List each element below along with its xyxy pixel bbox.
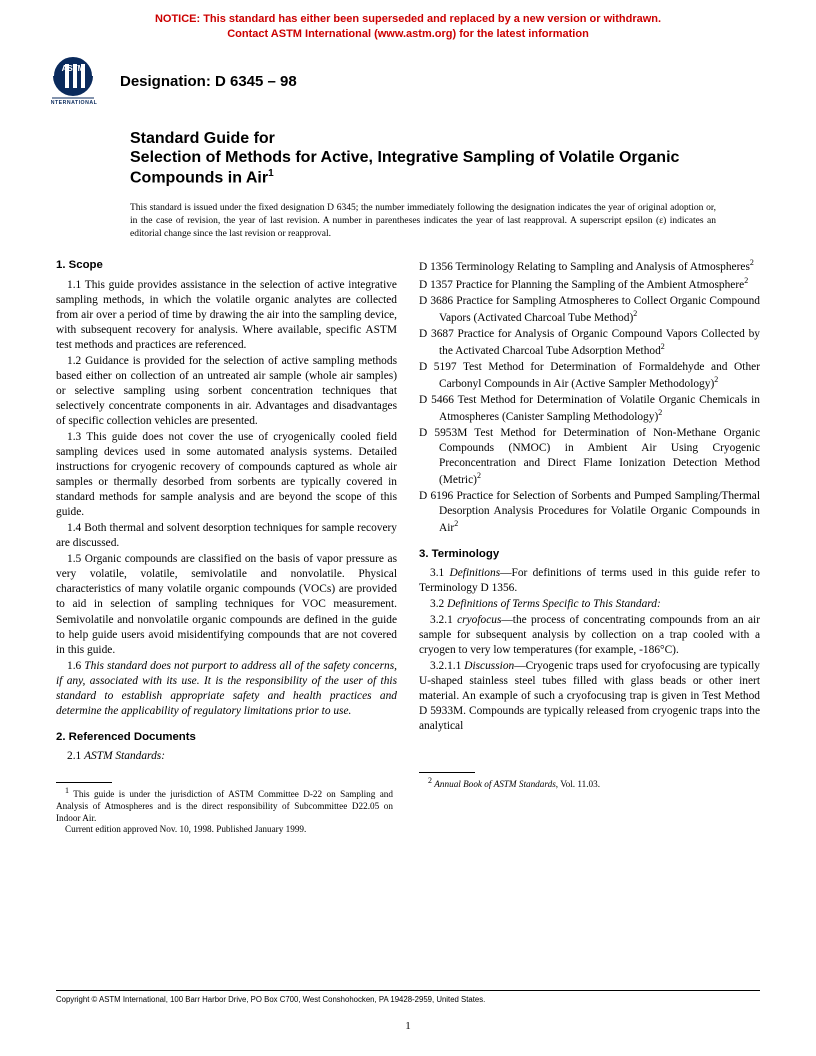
para-3-2-1-1: 3.2.1.1 Discussion—Cryogenic traps used … [419, 659, 760, 734]
para-3-2: 3.2 Definitions of Terms Specific to Thi… [419, 597, 760, 612]
ref-d3686: D 3686 Practice for Sampling Atmospheres… [419, 294, 760, 326]
para-1-3: 1.3 This guide does not cover the use of… [56, 430, 397, 520]
designation: Designation: D 6345 – 98 [120, 73, 297, 90]
ref-d5466: D 5466 Test Method for Determination of … [419, 393, 760, 425]
issue-note: This standard is issued under the fixed … [0, 194, 816, 258]
ref-d5953m: D 5953M Test Method for Determination of… [419, 426, 760, 488]
svg-text:ASTM: ASTM [62, 64, 85, 73]
refdocs-heading: 2. Referenced Documents [56, 730, 397, 745]
title-line1: Standard Guide for [130, 130, 756, 148]
page-number: 1 [0, 1020, 816, 1032]
left-column: 1. Scope 1.1 This guide provides assista… [56, 258, 397, 836]
para-1-6: 1.6 1.6 This standard does not purport t… [56, 659, 397, 719]
fn1-text: This guide is under the jurisdiction of … [56, 789, 393, 823]
para-1-5: 1.5 Organic compounds are classified on … [56, 552, 397, 657]
p21-lead: 2.1 [67, 750, 84, 762]
ref-d3687: D 3687 Practice for Analysis of Organic … [419, 327, 760, 359]
notice-line1: NOTICE: This standard has either been su… [155, 13, 661, 25]
ref-d1356: D 1356 Terminology Relating to Sampling … [419, 258, 760, 275]
para-1-2: 1.2 Guidance is provided for the selecti… [56, 354, 397, 429]
body-columns: 1. Scope 1.1 This guide provides assista… [0, 258, 816, 836]
notice-line2: Contact ASTM International (www.astm.org… [227, 28, 589, 40]
footnote-2: 2 Annual Book of ASTM Standards, Vol. 11… [419, 776, 756, 791]
title-block: Standard Guide for Selection of Methods … [0, 110, 816, 194]
svg-text:INTERNATIONAL: INTERNATIONAL [50, 100, 98, 106]
footnote-1: 1 This guide is under the jurisdiction o… [56, 786, 393, 824]
footnotes-right: 2 Annual Book of ASTM Standards, Vol. 11… [419, 772, 760, 791]
ref-d5197: D 5197 Test Method for Determination of … [419, 360, 760, 392]
footnote-1b: Current edition approved Nov. 10, 1998. … [56, 824, 393, 836]
copyright: Copyright © ASTM International, 100 Barr… [56, 990, 760, 1004]
para-3-1: 3.1 Definitions—For definitions of terms… [419, 566, 760, 596]
p21-ital: ASTM Standards: [84, 750, 165, 762]
para-2-1: 2.1 ASTM Standards: [56, 749, 397, 764]
ref-d1357: D 1357 Practice for Planning the Samplin… [419, 276, 760, 293]
notice-banner: NOTICE: This standard has either been su… [0, 0, 816, 46]
right-column: D 1356 Terminology Relating to Sampling … [419, 258, 760, 836]
copyright-text: Copyright © ASTM International, 100 Barr… [56, 995, 485, 1004]
ref-d6196: D 6196 Practice for Selection of Sorbent… [419, 489, 760, 536]
scope-heading: 1. Scope [56, 258, 397, 273]
title-sup: 1 [268, 168, 274, 179]
footnotes-left: 1 This guide is under the jurisdiction o… [56, 782, 397, 836]
title-main: Selection of Methods for Active, Integra… [130, 149, 679, 186]
title-line2: Selection of Methods for Active, Integra… [130, 148, 756, 188]
para-1-4: 1.4 Both thermal and solvent desorption … [56, 521, 397, 551]
header: ASTM INTERNATIONAL Designation: D 6345 –… [0, 46, 816, 110]
para-1-1: 1.1 This guide provides assistance in th… [56, 278, 397, 353]
terminology-heading: 3. Terminology [419, 547, 760, 562]
para-3-2-1: 3.2.1 cryofocus—the process of concentra… [419, 613, 760, 658]
astm-logo-icon: ASTM INTERNATIONAL [50, 54, 110, 110]
